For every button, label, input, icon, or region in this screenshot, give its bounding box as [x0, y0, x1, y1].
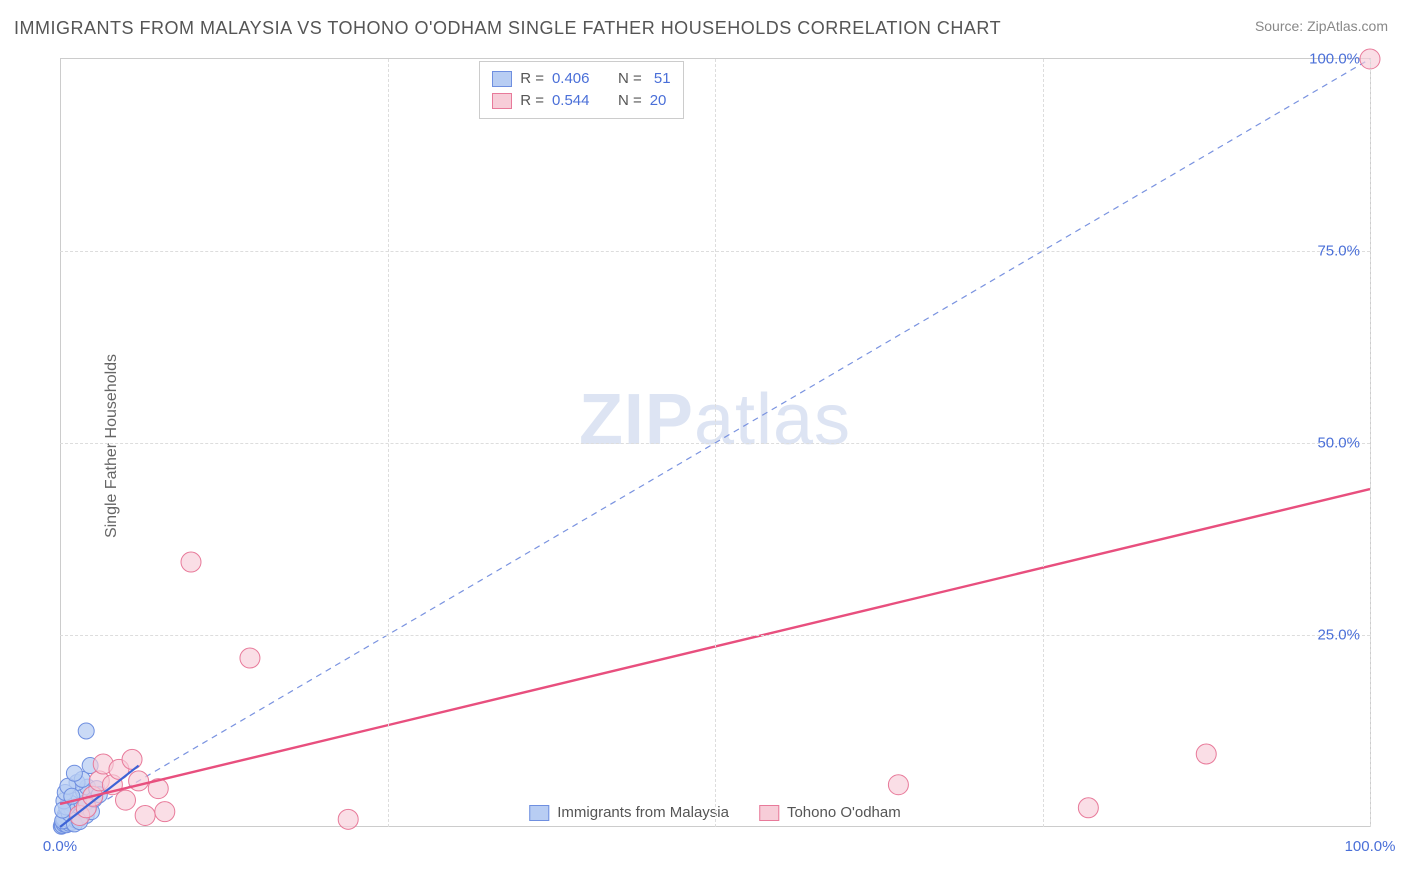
chart-title: IMMIGRANTS FROM MALAYSIA VS TOHONO O'ODH… [14, 18, 1001, 39]
x-tick-label: 100.0% [1345, 838, 1396, 855]
r-value-pink: 0.544 [552, 90, 602, 112]
legend-label-pink: Tohono O'odham [787, 804, 901, 821]
n-value-pink: 20 [650, 90, 667, 112]
grid-v [388, 59, 389, 827]
legend-item-blue: Immigrants from Malaysia [529, 804, 729, 821]
y-tick-label: 25.0% [1317, 627, 1360, 644]
swatch-pink [759, 805, 779, 821]
grid-v [1043, 59, 1044, 827]
n-value-blue: 51 [650, 68, 671, 90]
y-tick-label: 50.0% [1317, 435, 1360, 452]
legend-item-pink: Tohono O'odham [759, 804, 901, 821]
swatch-blue [492, 71, 512, 87]
swatch-pink [492, 93, 512, 109]
n-label: N = [618, 90, 642, 112]
r-value-blue: 0.406 [552, 68, 602, 90]
legend-label-blue: Immigrants from Malaysia [557, 804, 729, 821]
grid-v [715, 59, 716, 827]
legend-row-pink: R = 0.544 N = 20 [492, 90, 670, 112]
y-tick-label: 75.0% [1317, 243, 1360, 260]
source-attribution: Source: ZipAtlas.com [1255, 18, 1388, 34]
grid-v [1370, 59, 1371, 827]
swatch-blue [529, 805, 549, 821]
legend-row-blue: R = 0.406 N = 51 [492, 68, 670, 90]
correlation-legend: R = 0.406 N = 51 R = 0.544 N = 20 [479, 61, 683, 119]
n-label: N = [618, 68, 642, 90]
r-label: R = [520, 68, 544, 90]
r-label: R = [520, 90, 544, 112]
plot-area: ZIPatlas R = 0.406 N = 51 R = 0.544 N = … [60, 58, 1371, 827]
x-tick-label: 0.0% [43, 838, 77, 855]
y-tick-label: 100.0% [1309, 51, 1360, 68]
